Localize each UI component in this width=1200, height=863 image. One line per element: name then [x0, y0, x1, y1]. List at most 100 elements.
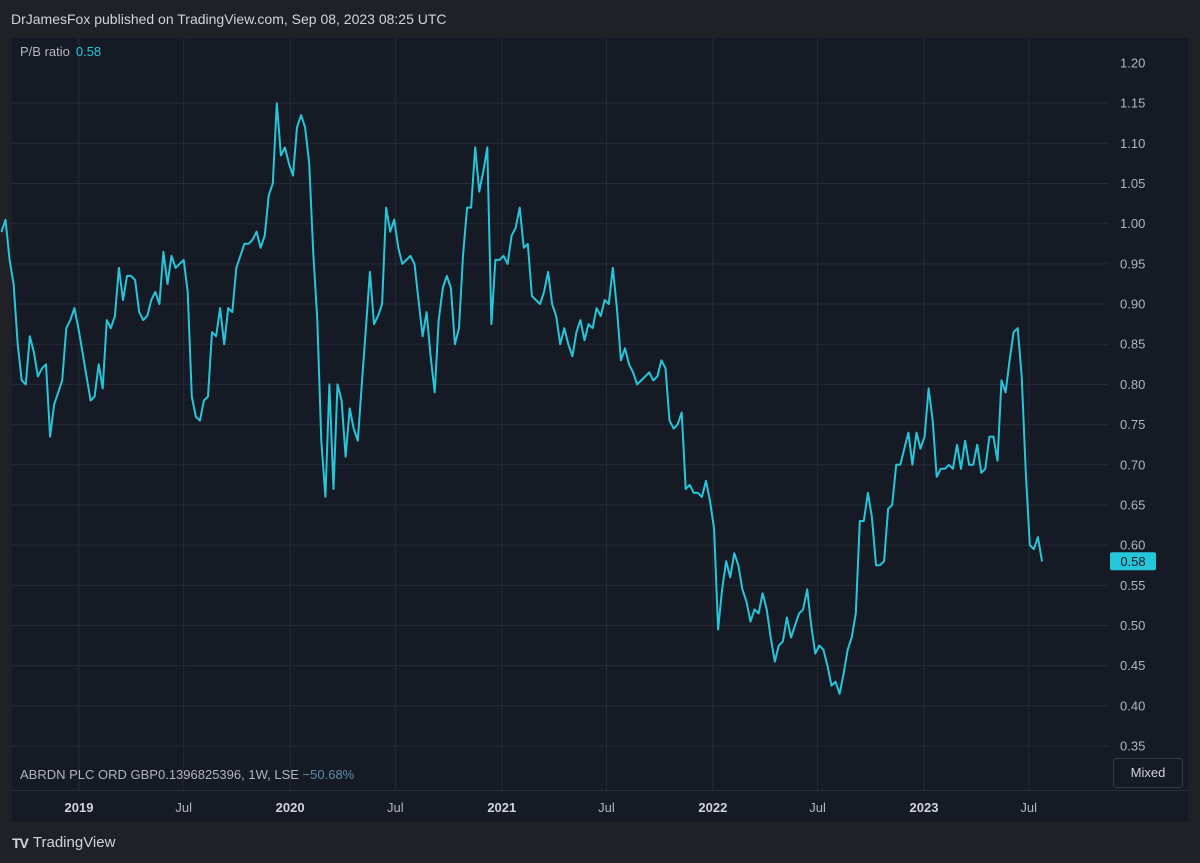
x-tick-label: 2019: [65, 800, 94, 815]
data-point: [211, 331, 213, 333]
data-point: [729, 576, 731, 578]
data-point: [397, 247, 399, 249]
data-point: [1029, 544, 1031, 546]
y-tick-label: 1.15: [1120, 96, 1145, 111]
data-point: [559, 343, 561, 345]
data-point: [361, 383, 363, 385]
data-point: [644, 375, 646, 377]
data-point: [608, 303, 610, 305]
data-point: [373, 323, 375, 325]
data-point: [770, 636, 772, 639]
y-tick-label: 1.00: [1120, 216, 1145, 231]
data-point: [110, 327, 112, 329]
data-point: [826, 665, 829, 667]
data-point: [507, 263, 509, 265]
data-point: [1033, 548, 1035, 550]
data-point: [539, 303, 541, 305]
data-point: [102, 387, 104, 389]
data-point: [705, 480, 707, 482]
data-point: [243, 243, 245, 245]
data-point: [175, 267, 177, 269]
data-point: [802, 608, 804, 611]
data-point: [114, 315, 116, 317]
tradingview-brand[interactable]: TV TradingView: [12, 834, 115, 851]
price-scale[interactable]: [1108, 38, 1188, 790]
data-point: [851, 636, 853, 639]
last-value-label: 0.58: [1120, 554, 1145, 569]
data-point: [118, 267, 120, 269]
data-point: [753, 608, 756, 611]
data-point: [235, 267, 237, 269]
data-point: [911, 464, 914, 466]
y-tick-label: 0.95: [1120, 256, 1145, 271]
data-point: [1037, 536, 1039, 538]
data-point: [187, 291, 189, 293]
data-point: [567, 343, 569, 345]
data-point: [312, 251, 314, 253]
data-point: [592, 327, 594, 329]
data-point: [758, 612, 760, 615]
data-point: [543, 291, 545, 293]
data-point: [37, 375, 39, 377]
data-point: [65, 327, 67, 329]
data-point: [260, 247, 262, 249]
data-point: [843, 673, 845, 675]
data-point: [393, 219, 395, 221]
data-point: [401, 263, 403, 265]
data-point: [264, 235, 266, 237]
data-point: [701, 496, 703, 498]
data-point: [57, 391, 59, 393]
data-point: [895, 464, 897, 466]
data-point: [81, 351, 84, 353]
data-point: [733, 552, 735, 554]
data-point: [9, 259, 11, 261]
data-point: [814, 653, 816, 655]
x-tick-label: Jul: [1020, 800, 1037, 815]
y-tick-label: 0.90: [1120, 297, 1145, 312]
data-point: [859, 520, 861, 522]
data-point: [664, 367, 667, 369]
data-point: [377, 315, 379, 317]
data-point: [199, 420, 201, 422]
data-point: [741, 588, 744, 590]
data-point: [839, 693, 841, 695]
y-tick-label: 0.85: [1120, 337, 1145, 352]
data-point: [422, 335, 424, 337]
data-point: [596, 307, 598, 309]
data-point: [681, 411, 683, 414]
data-point: [511, 235, 513, 237]
data-point: [620, 359, 622, 361]
data-point: [583, 339, 586, 341]
data-point: [685, 488, 687, 490]
data-point: [867, 492, 869, 494]
data-point: [320, 440, 322, 442]
data-point: [782, 640, 784, 643]
data-point: [454, 343, 456, 345]
data-point: [822, 649, 825, 651]
data-point: [45, 363, 47, 365]
data-point: [830, 685, 833, 687]
data-point: [899, 464, 901, 466]
data-point: [357, 440, 359, 442]
y-tick-label: 0.35: [1120, 739, 1145, 754]
data-point: [219, 307, 221, 309]
data-point: [956, 444, 958, 446]
data-point: [944, 468, 946, 470]
data-point: [527, 243, 529, 245]
data-point: [466, 207, 468, 209]
data-point: [227, 307, 229, 309]
data-point: [668, 420, 671, 422]
data-point: [628, 363, 630, 365]
x-tick-label: 2021: [487, 800, 516, 815]
last-value-box: [1110, 552, 1156, 571]
time-scale[interactable]: [12, 790, 1188, 823]
data-point: [677, 424, 679, 426]
data-point: [490, 323, 492, 325]
data-point: [936, 476, 938, 478]
data-point: [883, 560, 885, 562]
footer: [0, 822, 1200, 863]
data-point: [632, 371, 634, 373]
data-point: [612, 267, 614, 269]
x-tick-label: Jul: [175, 800, 192, 815]
scale-mode-button[interactable]: Mixed: [1113, 758, 1183, 788]
